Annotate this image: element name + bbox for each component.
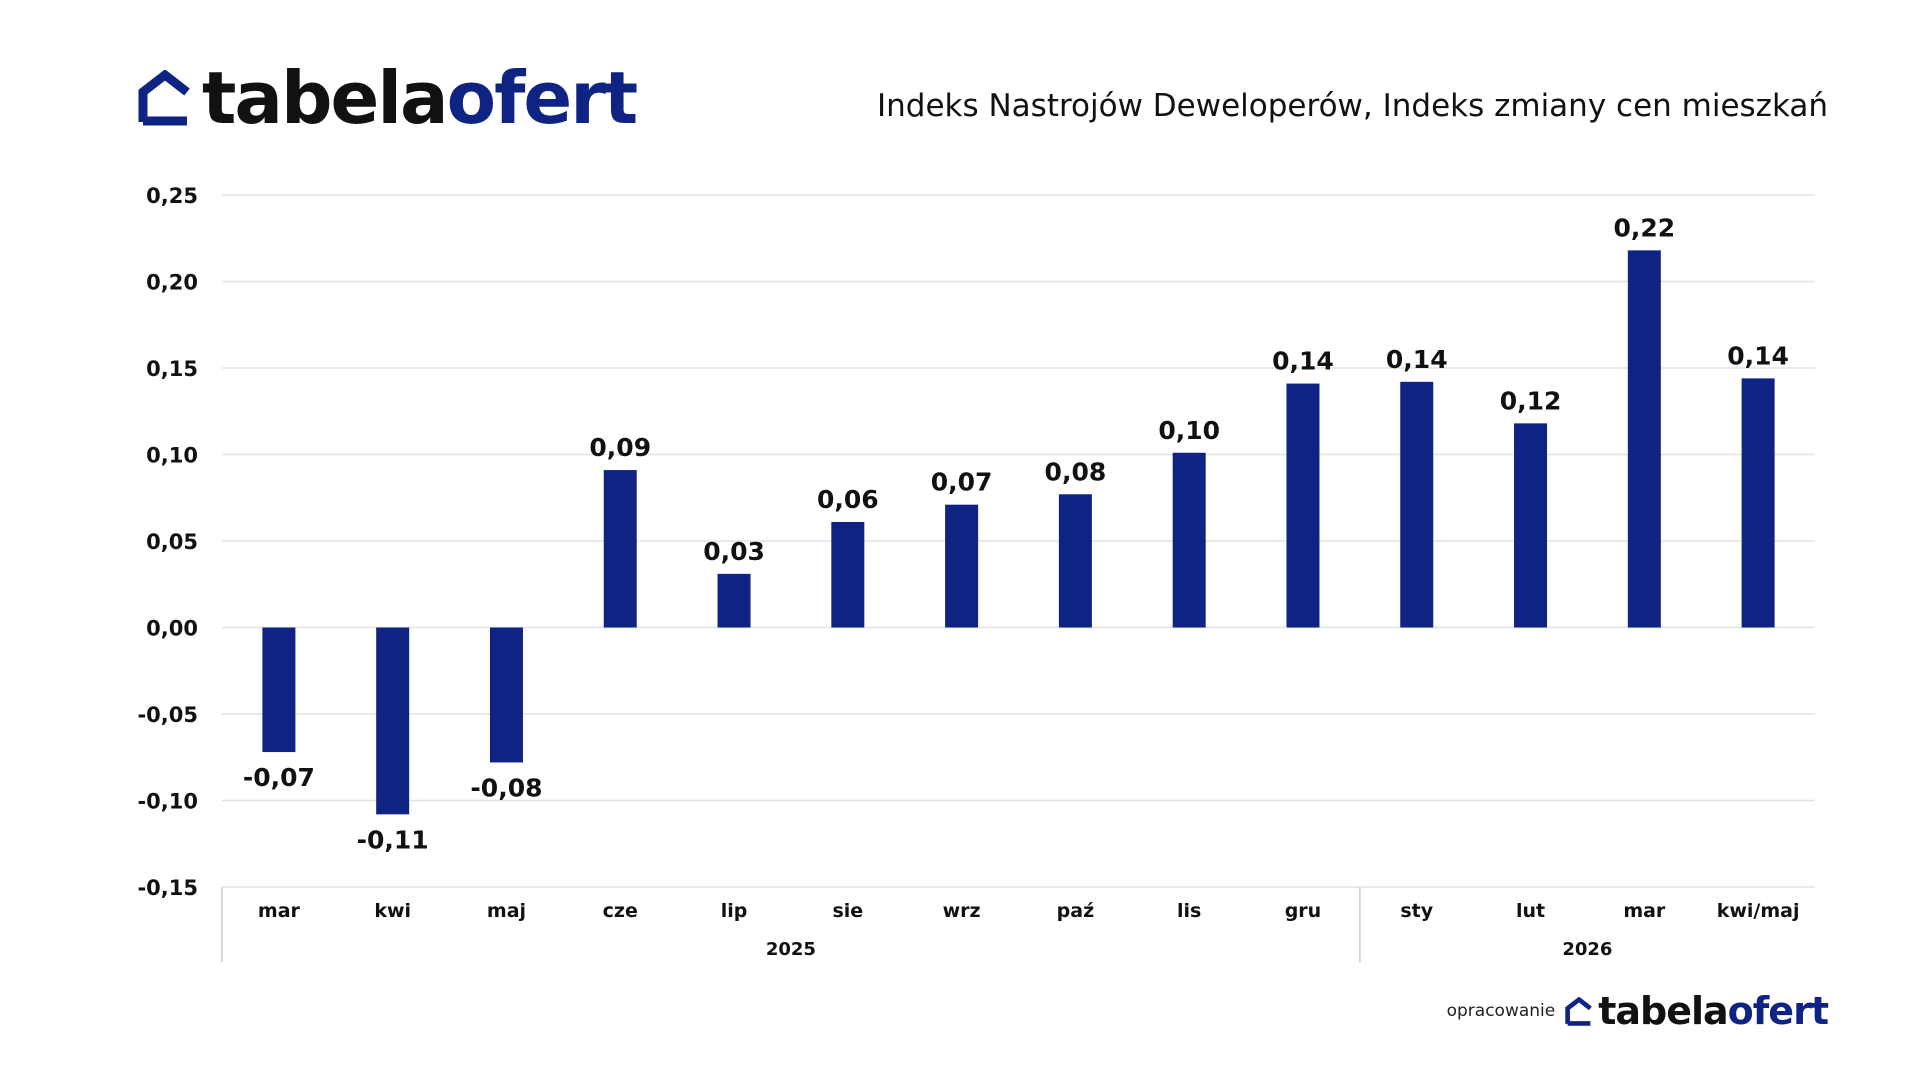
brand-logo: tabelaofert [138, 62, 638, 134]
bar [1286, 383, 1320, 628]
x-tick-label: kwi [374, 900, 411, 922]
y-tick-label: -0,05 [137, 703, 198, 727]
chart-title: Indeks Nastrojów Deweloperów, Indeks zmi… [877, 88, 1828, 124]
footer-logo: tabelaofert [1565, 989, 1829, 1033]
y-tick-label: 0,10 [146, 444, 198, 468]
x-tick-label: gru [1285, 900, 1322, 922]
house-outline-icon [1565, 996, 1593, 1026]
bar [717, 573, 751, 628]
data-label: 0,10 [1158, 416, 1220, 445]
bar [603, 470, 637, 628]
data-label: 0,12 [1500, 386, 1562, 415]
y-tick-label: 0,25 [146, 184, 198, 208]
y-tick-label: 0,20 [146, 271, 198, 295]
x-tick-label: lis [1177, 900, 1201, 922]
bar [376, 627, 410, 815]
data-label: 0,14 [1727, 341, 1789, 370]
data-label: -0,11 [357, 825, 429, 854]
data-label: 0,14 [1272, 347, 1334, 376]
footer-note: opracowanie [1446, 1001, 1556, 1021]
data-label: 0,07 [931, 468, 993, 497]
x-tick-label: lut [1516, 900, 1545, 922]
y-tick-label: -0,10 [137, 790, 198, 814]
x-tick-label: sty [1400, 900, 1433, 922]
bar [1172, 452, 1206, 628]
y-tick-label: 0,00 [146, 617, 198, 641]
x-tick-label: kwi/maj [1717, 900, 1800, 922]
x-tick-label: cze [603, 900, 638, 922]
bar [489, 627, 523, 763]
bar [262, 627, 296, 753]
x-tick-label: wrz [943, 900, 981, 922]
bar [945, 504, 979, 628]
x-tick-label: lip [721, 900, 748, 922]
footer-brand-part2: ofert [1727, 989, 1829, 1033]
y-tick-label: -0,15 [137, 876, 198, 900]
data-label: 0,08 [1045, 457, 1107, 486]
footer-brand-part1: tabela [1598, 989, 1728, 1033]
bar [1741, 378, 1775, 628]
y-tick-label: 0,15 [146, 357, 198, 381]
x-tick-label: sie [832, 900, 863, 922]
brand-name-part1: tabela [202, 56, 449, 140]
data-label: 0,06 [817, 485, 879, 514]
footer-credit: opracowanie tabelaofert [1446, 989, 1829, 1033]
x-tick-label: paź [1057, 900, 1094, 922]
x-tick-label: maj [487, 900, 526, 922]
group-label: 2025 [766, 939, 816, 960]
data-label: 0,22 [1613, 213, 1675, 242]
group-label: 2026 [1562, 939, 1612, 960]
data-label: -0,07 [243, 763, 315, 792]
x-tick-label: mar [258, 900, 301, 922]
data-label: 0,03 [703, 537, 765, 566]
data-label: -0,08 [470, 773, 542, 802]
brand-name-part2: ofert [446, 56, 639, 140]
x-tick-label: mar [1623, 900, 1666, 922]
y-tick-label: 0,05 [146, 530, 198, 554]
bar [831, 521, 865, 628]
bar [1514, 423, 1548, 628]
bar [1400, 381, 1434, 628]
bar [1058, 494, 1092, 628]
data-label: 0,09 [589, 433, 651, 462]
bar [1627, 250, 1661, 628]
data-label: 0,14 [1386, 345, 1448, 374]
house-outline-icon [138, 70, 190, 126]
